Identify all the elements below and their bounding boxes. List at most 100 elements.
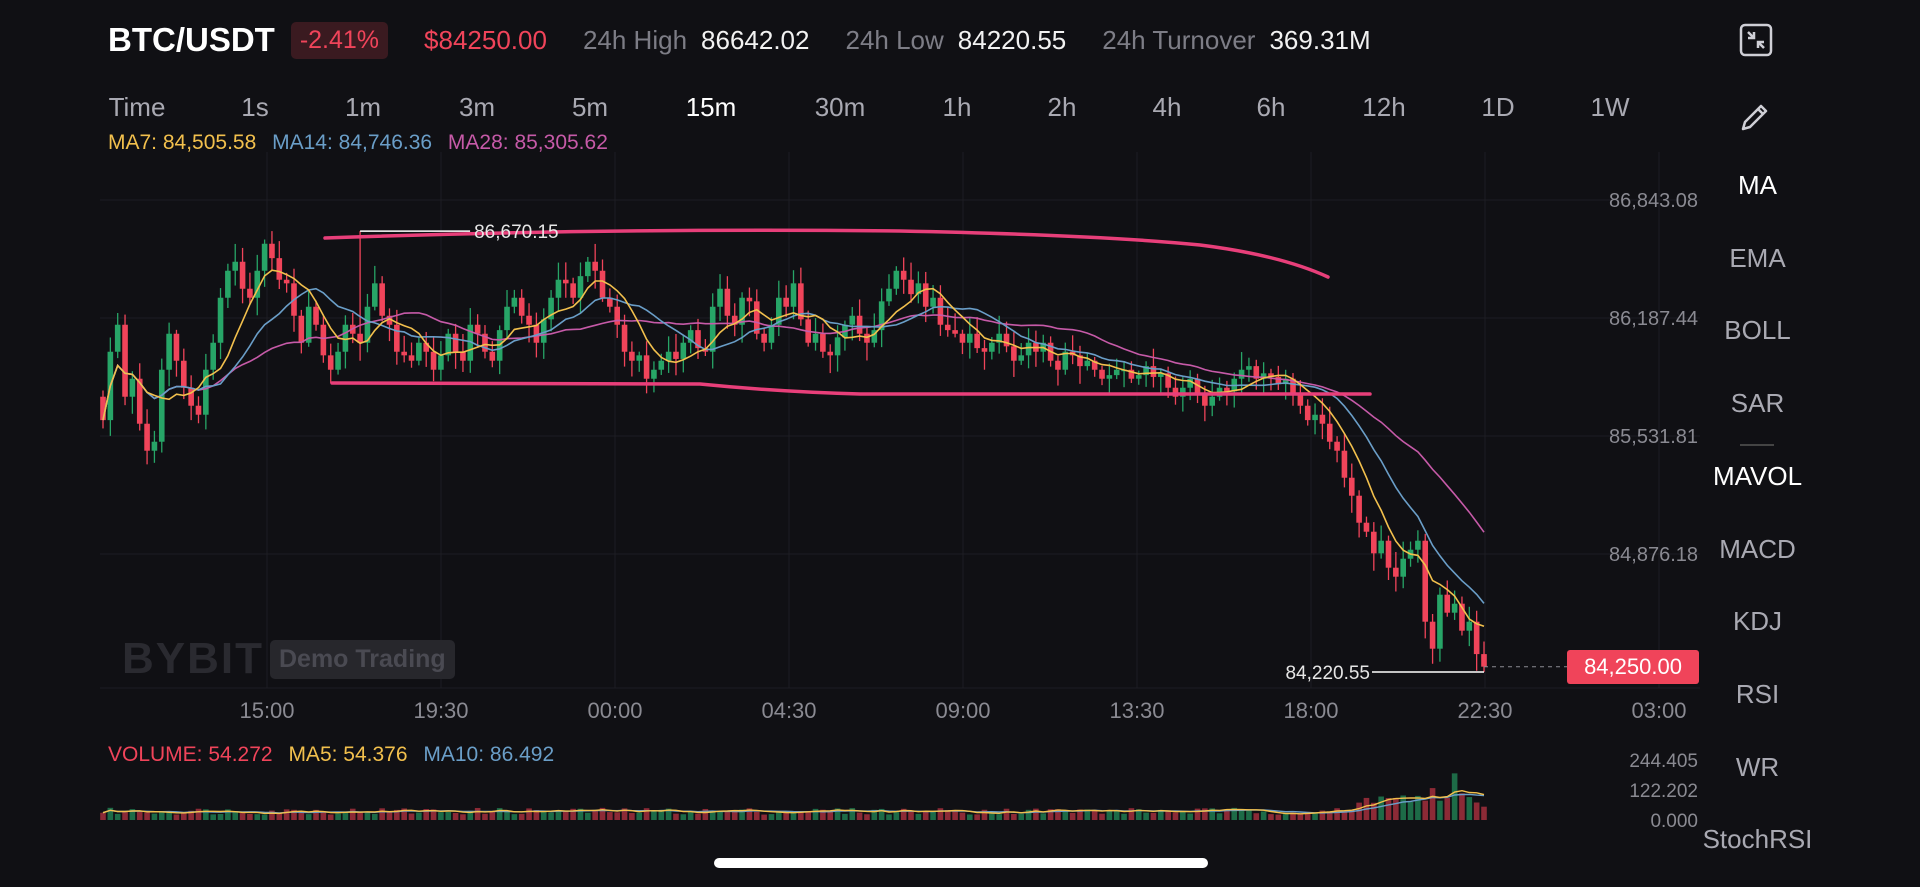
indicator-sar[interactable]: SAR <box>1730 388 1785 418</box>
indicator-ma[interactable]: MA <box>1738 170 1777 200</box>
indicator-ema[interactable]: EMA <box>1729 243 1786 273</box>
timeframe-12h[interactable]: 12h <box>1362 92 1406 122</box>
timeframe-1h[interactable]: 1h <box>942 92 972 122</box>
candle-body <box>1246 366 1252 370</box>
volume-bar <box>1084 809 1091 820</box>
volume-bar <box>739 809 745 820</box>
candle-body <box>1025 342 1032 356</box>
volume-bar <box>416 812 422 820</box>
volume-bar <box>900 808 907 820</box>
timeframe-30m[interactable]: 30m <box>814 92 866 122</box>
volume-bar <box>827 811 834 820</box>
exit-fullscreen-icon[interactable] <box>1738 22 1774 58</box>
ma14-value: MA14: 84,746.36 <box>272 131 433 154</box>
volume-bar <box>1209 808 1216 820</box>
volume-bar <box>158 812 165 820</box>
candle <box>1319 398 1326 440</box>
volume-legend: VOLUME: 54.272 MA5: 54.376 MA10: 86.492 <box>108 743 564 767</box>
candle <box>114 313 121 359</box>
timeframe-1m[interactable]: 1m <box>344 92 382 122</box>
volume-bar <box>1025 809 1032 820</box>
timeframe-1s[interactable]: 1s <box>241 92 269 122</box>
candle <box>408 342 415 368</box>
candle-body <box>1209 396 1216 406</box>
pencil-icon[interactable] <box>1737 99 1773 135</box>
volume-bar <box>511 814 518 820</box>
volume-bar <box>548 812 554 820</box>
volume-bar <box>930 811 936 820</box>
candle-body <box>739 297 745 325</box>
candle <box>739 292 745 343</box>
high-marker-label: 86,670.15 <box>474 222 559 243</box>
timeframe-4h[interactable]: 4h <box>1152 92 1182 122</box>
candle-body <box>114 324 121 352</box>
candle-body <box>188 387 194 406</box>
volume-bar <box>129 809 136 820</box>
timeframe-2h[interactable]: 2h <box>1047 92 1077 122</box>
indicator-wr[interactable]: WR <box>1735 752 1780 782</box>
indicator-boll[interactable]: BOLL <box>1724 315 1791 345</box>
candle-body <box>798 283 804 320</box>
volume-bar <box>114 813 121 820</box>
timeframe-3m[interactable]: 3m <box>458 92 496 122</box>
indicator-mavol[interactable]: MAVOL <box>1712 461 1803 491</box>
timeframe-5m[interactable]: 5m <box>571 92 609 122</box>
timeframe-6h[interactable]: 6h <box>1256 92 1286 122</box>
volume-bar <box>1385 798 1392 820</box>
candle-body <box>658 360 665 370</box>
candle <box>1106 363 1113 396</box>
volume-bar <box>1334 808 1340 820</box>
volume-bar <box>100 812 106 820</box>
volume-bar <box>1437 800 1443 820</box>
candle-body <box>1473 621 1480 655</box>
timeframe-1w[interactable]: 1W <box>1590 92 1630 122</box>
pair-symbol[interactable]: BTC/USDT <box>108 21 275 58</box>
candle <box>1356 490 1362 538</box>
volume-bar <box>1216 813 1223 820</box>
candle-body <box>562 279 569 284</box>
candle-body <box>1260 373 1267 379</box>
candle-body <box>1180 387 1186 397</box>
volume-bar <box>408 813 415 820</box>
candle-body <box>298 315 305 343</box>
candle-body <box>1459 603 1465 631</box>
indicator-macd[interactable]: MACD <box>1719 534 1796 564</box>
indicator-kdj[interactable]: KDJ <box>1732 606 1783 636</box>
candle-body <box>856 315 863 334</box>
candle <box>555 262 562 312</box>
volume-bar <box>276 813 283 820</box>
candle-body <box>533 324 540 343</box>
candle <box>562 262 569 298</box>
candle-body <box>1378 540 1384 554</box>
candle-body <box>643 355 650 379</box>
timeframe-bar: Time 1s 1m 3m 5m 15m 30m 1h 2h 4h 6h 12h 1D 1W <box>0 92 1700 128</box>
volume-ma5-line <box>102 789 1485 815</box>
support-drawing <box>330 381 1372 396</box>
indicator-stochrsi[interactable]: StochRSI <box>1702 824 1813 854</box>
timeframe-1d[interactable]: 1D <box>1481 92 1515 122</box>
candle <box>724 276 731 329</box>
candle-body <box>1224 387 1230 392</box>
volume-bar <box>717 810 723 820</box>
candle <box>247 272 253 304</box>
volume-bar <box>702 808 709 820</box>
candle <box>335 342 341 375</box>
ma14-line <box>102 287 1485 604</box>
candle <box>1429 613 1436 664</box>
candle-body <box>1312 414 1318 421</box>
timeframe-15m[interactable]: 15m <box>685 92 737 122</box>
high-value: 86642.02 <box>701 24 810 55</box>
volume-bar <box>629 813 635 820</box>
candle <box>1466 606 1473 647</box>
candle-body <box>371 283 378 307</box>
candle <box>673 334 679 376</box>
timeframe-time[interactable]: Time <box>108 92 166 122</box>
candle-body <box>621 324 628 352</box>
candle <box>798 267 804 326</box>
indicator-rsi[interactable]: RSI <box>1735 679 1780 709</box>
volume-ma10-line <box>102 793 1485 814</box>
volume-bar <box>320 811 327 820</box>
candle-body <box>217 297 224 343</box>
candle <box>1341 433 1348 488</box>
